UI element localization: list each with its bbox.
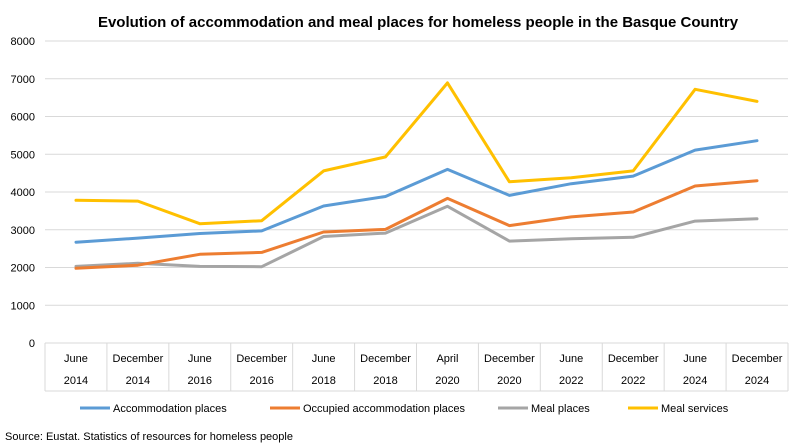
x-tick-year: 2016 [188,375,212,387]
series-line-accommodation-places [74,139,759,244]
y-tick-label: 8000 [11,36,35,48]
series-line-meal-services [74,81,759,226]
chart-title: Evolution of accommodation and meal plac… [98,14,739,31]
x-tick-year: 2020 [497,375,521,387]
legend-label: Meal services [661,403,729,415]
x-tick-period: June [559,353,583,365]
x-tick-period: June [312,353,336,365]
series-line-occupied-accommodation-places [74,179,759,270]
source-note: Source: Eustat. Statistics of resources … [5,431,293,443]
legend-label: Occupied accommodation places [303,403,466,415]
x-tick-period: June [188,353,212,365]
y-tick-label: 5000 [11,149,35,161]
series-line-meal-places [74,204,759,269]
x-tick-year: 2022 [559,375,583,387]
y-tick-label: 0 [29,338,35,350]
x-tick-year: 2014 [64,375,88,387]
y-tick-label: 1000 [11,300,35,312]
y-tick-label: 3000 [11,225,35,237]
y-tick-label: 2000 [11,263,35,275]
x-tick-period: December [360,353,411,365]
x-tick-period: June [683,353,707,365]
x-tick-period: December [236,353,287,365]
legend: Accommodation places Occupied accommodati… [80,403,729,415]
x-tick-year: 2018 [373,375,397,387]
x-tick-year: 2024 [683,375,707,387]
x-tick-period: December [732,353,783,365]
legend-label: Accommodation places [113,403,227,415]
x-tick-year: 2016 [249,375,273,387]
y-tick-label: 6000 [11,112,35,124]
x-tick-year: 2024 [745,375,769,387]
x-tick-period: December [484,353,535,365]
x-tick-year: 2020 [435,375,459,387]
x-tick-period: April [436,353,458,365]
legend-label: Meal places [531,403,590,415]
x-tick-year: 2014 [126,375,150,387]
gridlines [45,40,788,344]
x-tick-year: 2022 [621,375,645,387]
series-lines [74,81,759,270]
y-tick-label: 7000 [11,74,35,86]
x-axis-category-table: June 2014 December 2014 June 2016 December 2016… [44,343,789,392]
x-tick-period: December [608,353,659,365]
x-tick-period: June [64,353,88,365]
x-tick-year: 2018 [311,375,335,387]
x-tick-period: December [113,353,164,365]
y-axis-ticks: 0 1000 2000 3000 4000 5000 6000 7000 8000 [11,36,35,350]
y-tick-label: 4000 [11,187,35,199]
